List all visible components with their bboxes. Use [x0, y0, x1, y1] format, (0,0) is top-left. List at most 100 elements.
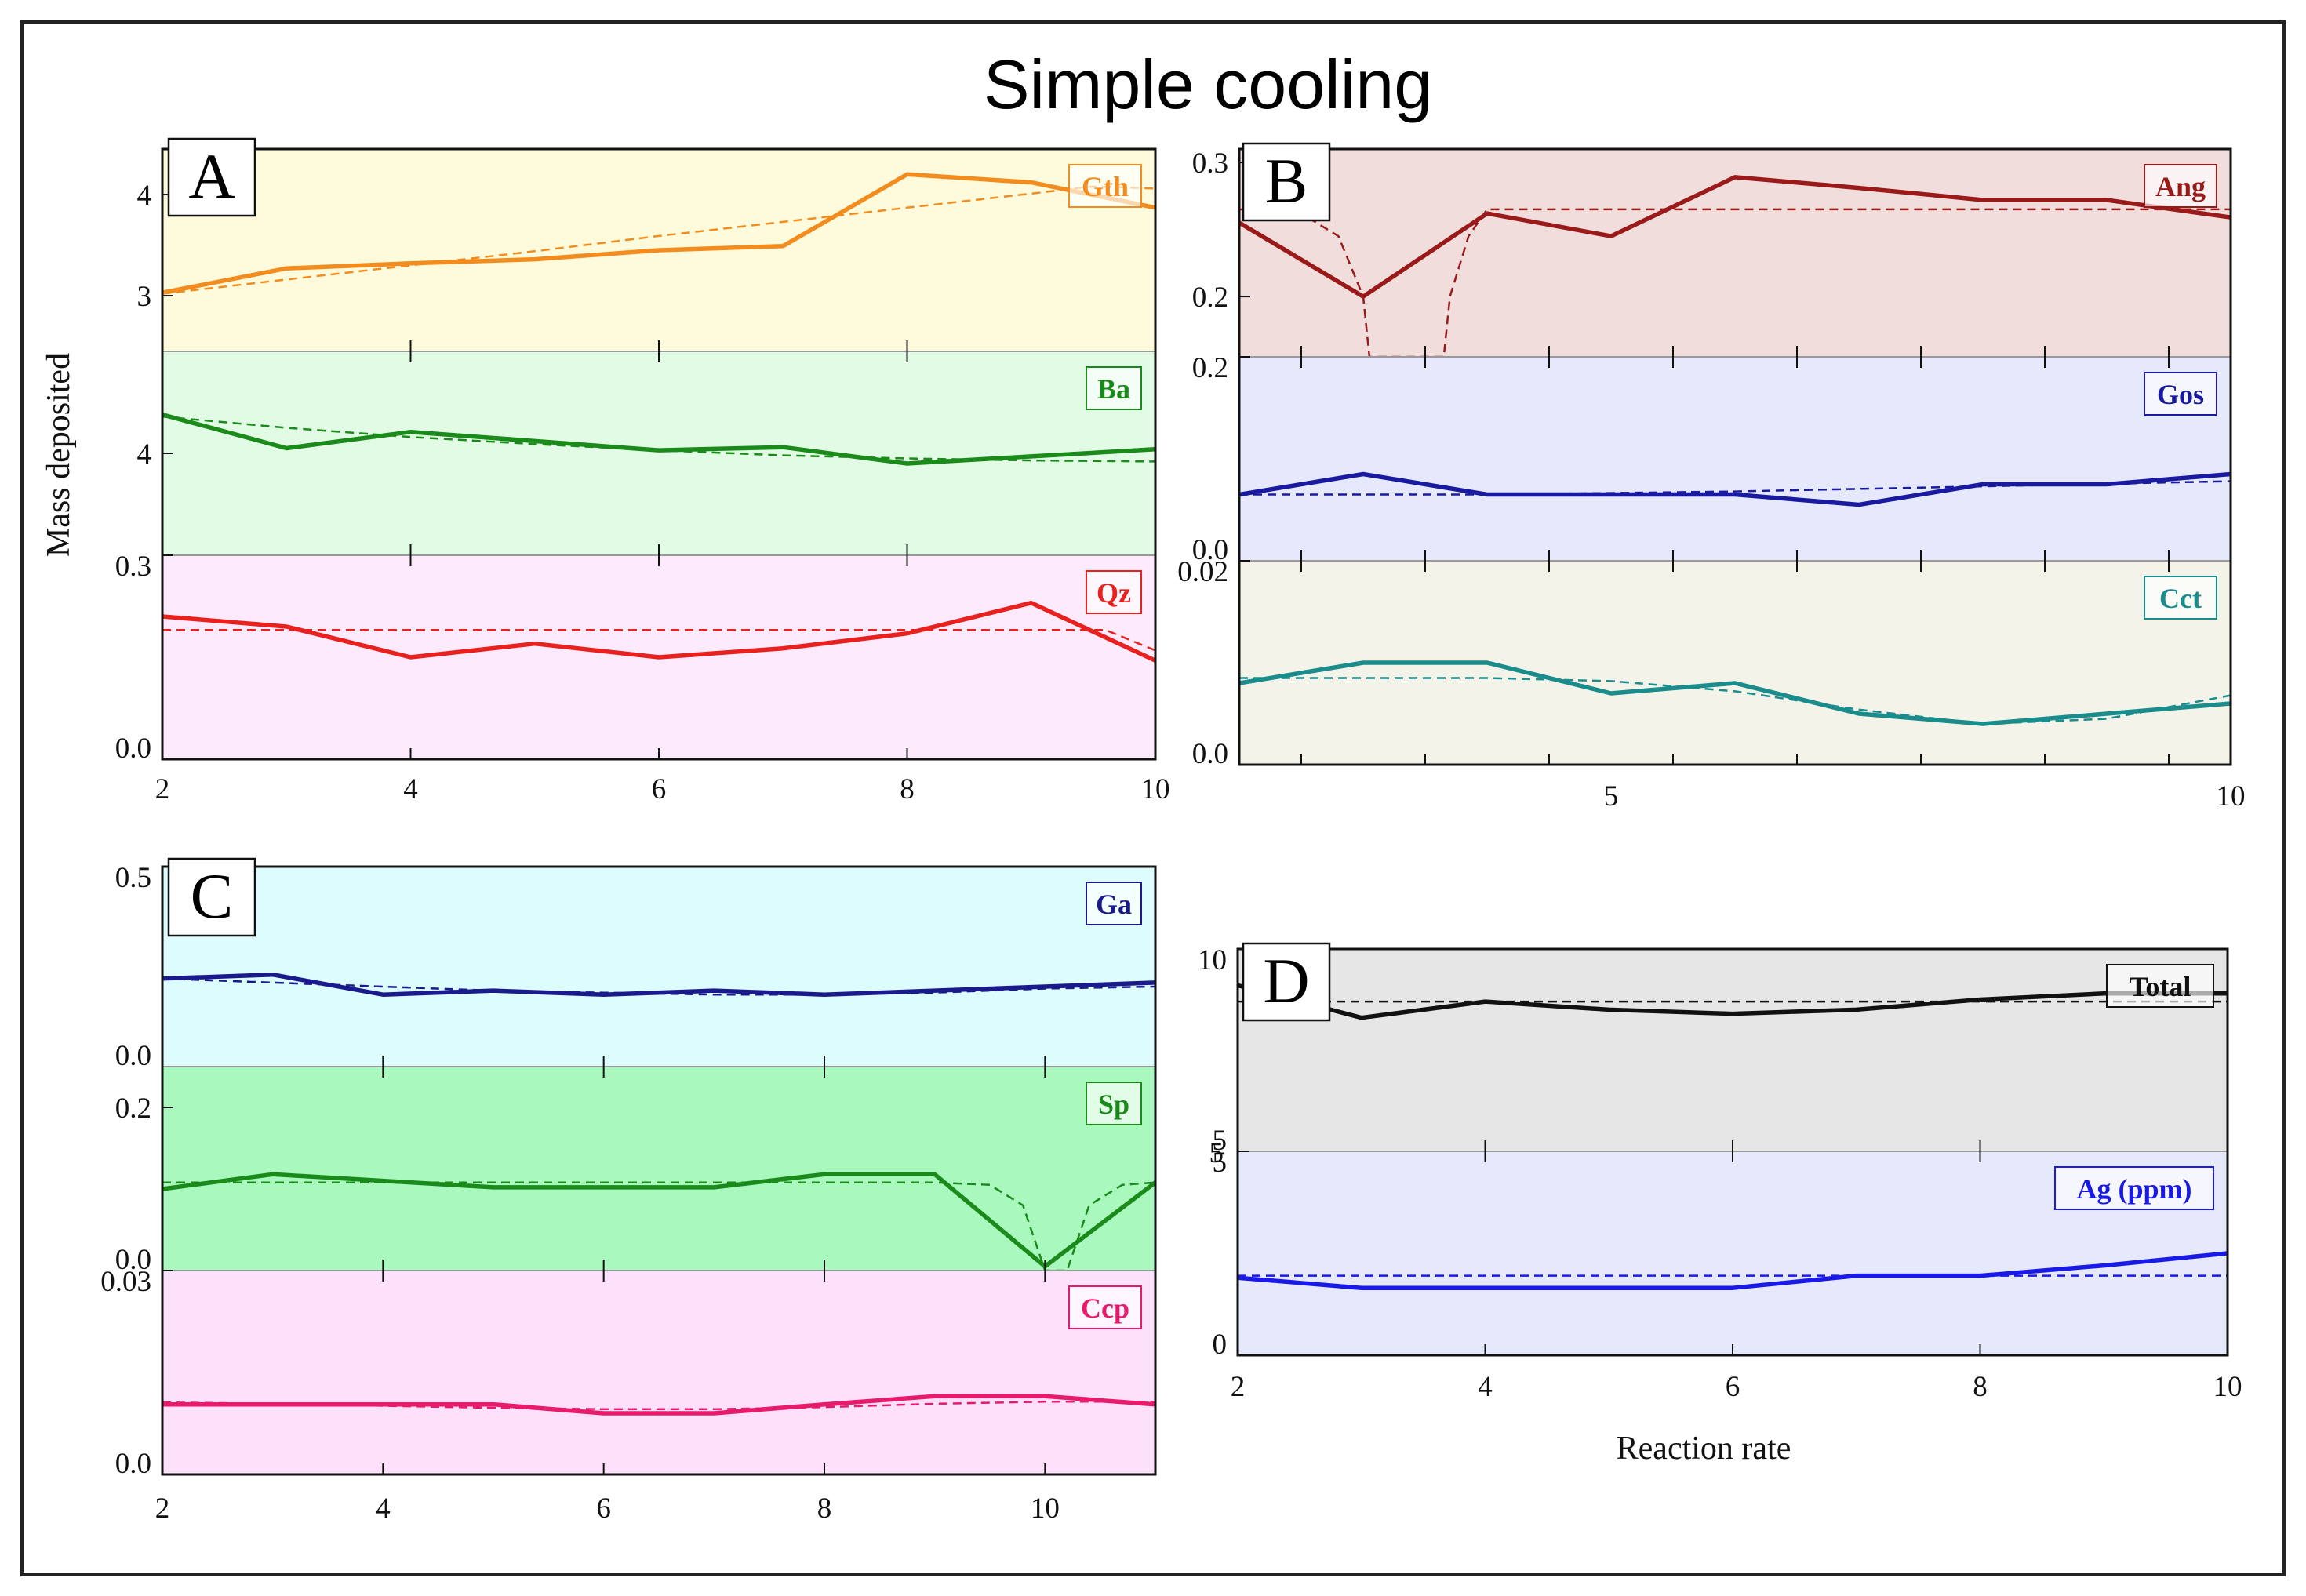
legend-label-ccp: Ccp — [1081, 1292, 1129, 1324]
subplot-background — [1238, 148, 2231, 358]
subplot-total: 10 5 Total — [1198, 944, 2228, 1157]
data-point-cct — [1982, 723, 1984, 725]
legend-box-qz — [1086, 570, 1142, 614]
data-point-gos — [1858, 504, 1860, 505]
y-tick-label: 5 — [1213, 1125, 1228, 1157]
data-point-ga — [272, 974, 274, 976]
subplot-ga: 0.0 0.5 Ga — [115, 862, 1156, 1072]
data-point-ccp — [934, 1395, 936, 1397]
subplot-gos: 0.0 0.2 Gos — [1192, 352, 2231, 566]
data-point-ang — [1858, 187, 1860, 189]
x-tick-label: 4 — [403, 773, 418, 805]
panel-d: 10 5 Total 0 5 Ag (ppm) 2 4 6 8 10 D — [1198, 942, 2242, 1403]
legend-label-total: Total — [2130, 971, 2191, 1002]
data-point-ang — [1982, 199, 1984, 201]
panel-letter-box — [1242, 942, 1331, 1022]
x-tick-label: 4 — [376, 1492, 391, 1525]
legend-label-qz: Qz — [1097, 577, 1131, 609]
series-line-sp — [162, 1172, 1155, 1269]
data-point-gth — [534, 259, 536, 260]
y-tick-label: 0 — [1213, 1329, 1228, 1361]
y-tick-label: 3 — [137, 281, 152, 313]
data-point-ba — [410, 431, 411, 433]
y-tick-label: 0.2 — [1192, 282, 1228, 314]
data-point-cct — [1610, 693, 1612, 694]
y-tick-label: 4 — [137, 180, 152, 212]
x-tick-label: 10 — [1141, 773, 1170, 805]
legend-label-sp: Sp — [1098, 1089, 1129, 1120]
y-tick-label: 5 — [1209, 1137, 1224, 1169]
panel-letter-box — [167, 857, 256, 937]
y-tick-label: 0.0 — [115, 1448, 151, 1480]
data-point-ga — [382, 994, 384, 995]
data-point-ag-ppm — [1485, 1287, 1486, 1289]
legend-label-cct: Cct — [2159, 583, 2202, 614]
data-point-sp — [382, 1180, 384, 1182]
panel-letter: C — [191, 860, 234, 932]
subplot-qz: 0.0 0.3 Qz — [115, 551, 1156, 765]
data-point-ba — [658, 449, 660, 451]
data-point-ba — [534, 440, 536, 442]
data-point-ba — [286, 448, 287, 449]
data-point-gth — [658, 249, 660, 251]
subplot-background — [162, 351, 1156, 556]
data-point-ccp — [493, 1404, 494, 1405]
y-axis-title: Mass deposited — [41, 353, 77, 557]
y-tick-label: 4 — [137, 438, 152, 471]
data-point-qz — [534, 643, 536, 645]
subplot-background — [1237, 948, 2228, 1152]
panel-letter-box — [1242, 142, 1331, 222]
data-point-ang — [1610, 235, 1612, 237]
x-tick-label: 6 — [1726, 1371, 1740, 1403]
legend-box-gth — [1068, 164, 1142, 208]
data-point-sp — [934, 1173, 936, 1175]
data-point-ba — [782, 446, 784, 448]
subplot-ccp: 0.0 0.03 Ccp — [100, 1266, 1156, 1480]
x-tick-label: 2 — [155, 773, 170, 805]
data-point-ang — [1486, 213, 1488, 214]
y-tick-label: 0.0 — [1192, 534, 1228, 566]
data-point-ccp — [1044, 1395, 1046, 1397]
data-point-sp — [272, 1173, 274, 1175]
subplot-background — [162, 866, 1156, 1067]
y-tick-label: 0.03 — [100, 1266, 151, 1298]
legend-box-gos — [2144, 372, 2217, 416]
y-tick-label: 0.0 — [1192, 738, 1228, 770]
legend-label-ga: Ga — [1096, 889, 1132, 920]
data-point-gos — [1982, 484, 1984, 485]
legend-box-sp — [1086, 1082, 1142, 1125]
subplot-ang: 0.2 0.3 Ang — [1192, 147, 2231, 358]
x-tick-label: 2 — [1231, 1371, 1246, 1403]
data-point-gos — [1486, 494, 1488, 495]
y-tick-label: 0.0 — [115, 1244, 151, 1276]
panels-layer: 3 4 Gth 4 Ba 0.0 0.3 Qz 2 4 6 8 10 A 0.2 0.3 Ang 0.0 0.2 Go… — [100, 137, 2246, 1525]
data-point-gth — [782, 245, 784, 247]
series-fit-line-cct — [1239, 677, 2231, 725]
x-tick-label: 4 — [1478, 1371, 1493, 1403]
legend-label-gth: Gth — [1082, 171, 1129, 202]
data-point-gth — [410, 263, 411, 264]
x-tick-label: 6 — [652, 773, 667, 805]
legend-box-ang — [2144, 164, 2217, 208]
y-tick-label: 0.0 — [115, 733, 151, 765]
x-tick-label: 6 — [596, 1492, 611, 1525]
y-tick-label: 0.2 — [1192, 352, 1228, 384]
panel-letter: B — [1265, 145, 1308, 216]
x-tick-label: 8 — [1973, 1371, 1988, 1403]
data-point-gos — [1610, 494, 1612, 495]
data-point-ag-ppm — [1856, 1275, 1857, 1277]
legend-box-total — [2106, 964, 2214, 1008]
legend-box-cct — [2144, 576, 2217, 620]
legend-label-ag-ppm: Ag (ppm) — [2076, 1173, 2191, 1205]
x-tick-label: 10 — [1031, 1492, 1060, 1525]
data-point-ang — [1362, 296, 1364, 297]
data-point-qz — [410, 656, 411, 658]
series-fit-line-ang — [1239, 208, 2231, 357]
subplot-ba: 4 Ba — [137, 351, 1156, 556]
legend-label-gos: Gos — [2157, 379, 2204, 410]
subplot-ag-ppm: 0 5 Ag (ppm) — [1213, 1147, 2228, 1361]
data-point-ccp — [824, 1404, 825, 1405]
panel-a: 3 4 Gth 4 Ba 0.0 0.3 Qz 2 4 6 8 10 A — [115, 137, 1170, 805]
legend-box-ccp — [1068, 1285, 1142, 1329]
